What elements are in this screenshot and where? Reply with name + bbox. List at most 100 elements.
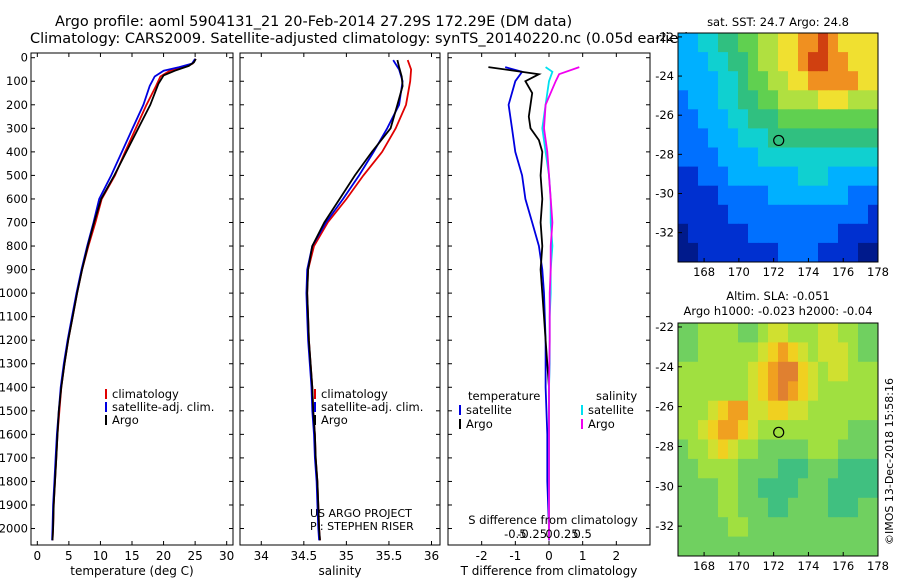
y-tick-label: -32 (655, 519, 674, 533)
map-cell (778, 204, 789, 225)
map-cell (738, 90, 749, 110)
map-cell (708, 185, 719, 206)
map-cell (738, 342, 749, 363)
x-tick-label: 178 (867, 559, 889, 573)
map-cell (868, 458, 879, 479)
map-cell (738, 478, 749, 499)
secondary-tick-label: 0 (545, 527, 552, 541)
map-cell (818, 400, 829, 421)
map-cell (688, 458, 699, 479)
map-cell (768, 52, 779, 72)
map-cell (758, 381, 769, 402)
map-cell (788, 439, 799, 460)
map-cell (808, 342, 819, 363)
map-cell (858, 420, 869, 440)
map-cell (768, 166, 779, 187)
map-cell (708, 517, 719, 538)
map-cell (788, 381, 799, 402)
map-cell (768, 439, 779, 460)
map-cell (838, 52, 849, 72)
map-cell (788, 517, 799, 538)
map-cell (828, 323, 839, 343)
x-axis-label: T difference from climatology (460, 564, 638, 578)
x-axis-label: salinity (318, 564, 361, 578)
map-cell (708, 458, 719, 479)
map-cell (838, 109, 849, 129)
legend-entry: satellite-adj. clim. (112, 400, 214, 414)
map-cell (798, 185, 809, 206)
map-cell (758, 90, 769, 110)
y-tick-label: -30 (655, 186, 674, 200)
map-cell (788, 166, 799, 187)
map-cell (798, 497, 809, 518)
map-cell (868, 342, 879, 363)
map-cell (768, 128, 779, 148)
map-cell (848, 323, 859, 343)
map-cell (858, 400, 869, 421)
argo-location-marker (773, 134, 785, 147)
map-cell (848, 517, 859, 538)
map-cell (768, 497, 779, 518)
map-cell (728, 458, 739, 479)
map-cell (758, 497, 769, 518)
map-cell (768, 361, 779, 382)
map-cell (758, 323, 769, 343)
map-cell (688, 497, 699, 518)
y-tick-label: -28 (655, 147, 674, 161)
difference-profile-panel: -2 -1 0 1 2T difference from climatology temp… (447, 52, 651, 578)
map-cell (788, 536, 799, 557)
map-cell (678, 52, 689, 72)
y-tick-label: -24 (655, 69, 674, 83)
map-cell (758, 342, 769, 363)
map-cell (808, 185, 819, 206)
map-cell (848, 478, 859, 499)
map-cell (808, 381, 819, 402)
y-tick-label: 1600 (0, 427, 28, 441)
map-cell (758, 242, 769, 263)
map-cell (838, 166, 849, 187)
map-cell (848, 128, 859, 148)
map-cell (838, 33, 849, 53)
map-cell (818, 109, 829, 129)
map-cell (808, 458, 819, 479)
map-cell (798, 439, 809, 460)
header-title-line1: Argo profile: aoml 5904131_21 20-Feb-201… (55, 14, 572, 30)
map-cell (778, 536, 789, 557)
map-cell (868, 90, 879, 110)
y-tick-label: -22 (655, 30, 674, 44)
map-cell (718, 166, 729, 187)
map-cell (808, 90, 819, 110)
map-cell (848, 204, 859, 225)
map-cell (708, 242, 719, 263)
map-cell (858, 361, 869, 382)
map-cell (698, 204, 709, 225)
map-cell (698, 242, 709, 263)
map-cell (758, 185, 769, 206)
map-cell (718, 361, 729, 382)
y-tick-label: 900 (6, 263, 28, 277)
map-cell (868, 166, 879, 187)
map-cell (778, 361, 789, 382)
map-cell (688, 400, 699, 421)
map-cell (728, 128, 739, 148)
map-cell (748, 33, 759, 53)
map-cell (708, 204, 719, 225)
map-cell (708, 497, 719, 518)
map-cell (828, 517, 839, 538)
map-cell (748, 381, 759, 402)
x-tick-label: 174 (797, 559, 819, 573)
map-cell (858, 33, 869, 53)
map-cell (718, 497, 729, 518)
x-tick-label: 36 (424, 549, 439, 563)
map-cell (798, 204, 809, 225)
map-cell (728, 420, 739, 440)
map-cell (738, 420, 749, 440)
map-cell (678, 128, 689, 148)
map-cell (718, 33, 729, 53)
map-cell (828, 478, 839, 499)
credit-text: ©IMOS 13-Dec-2018 15:58:16 (883, 378, 896, 545)
map-cell (738, 497, 749, 518)
map-cell (678, 361, 689, 382)
x-tick-label: 170 (728, 559, 750, 573)
map-cell (748, 147, 759, 168)
